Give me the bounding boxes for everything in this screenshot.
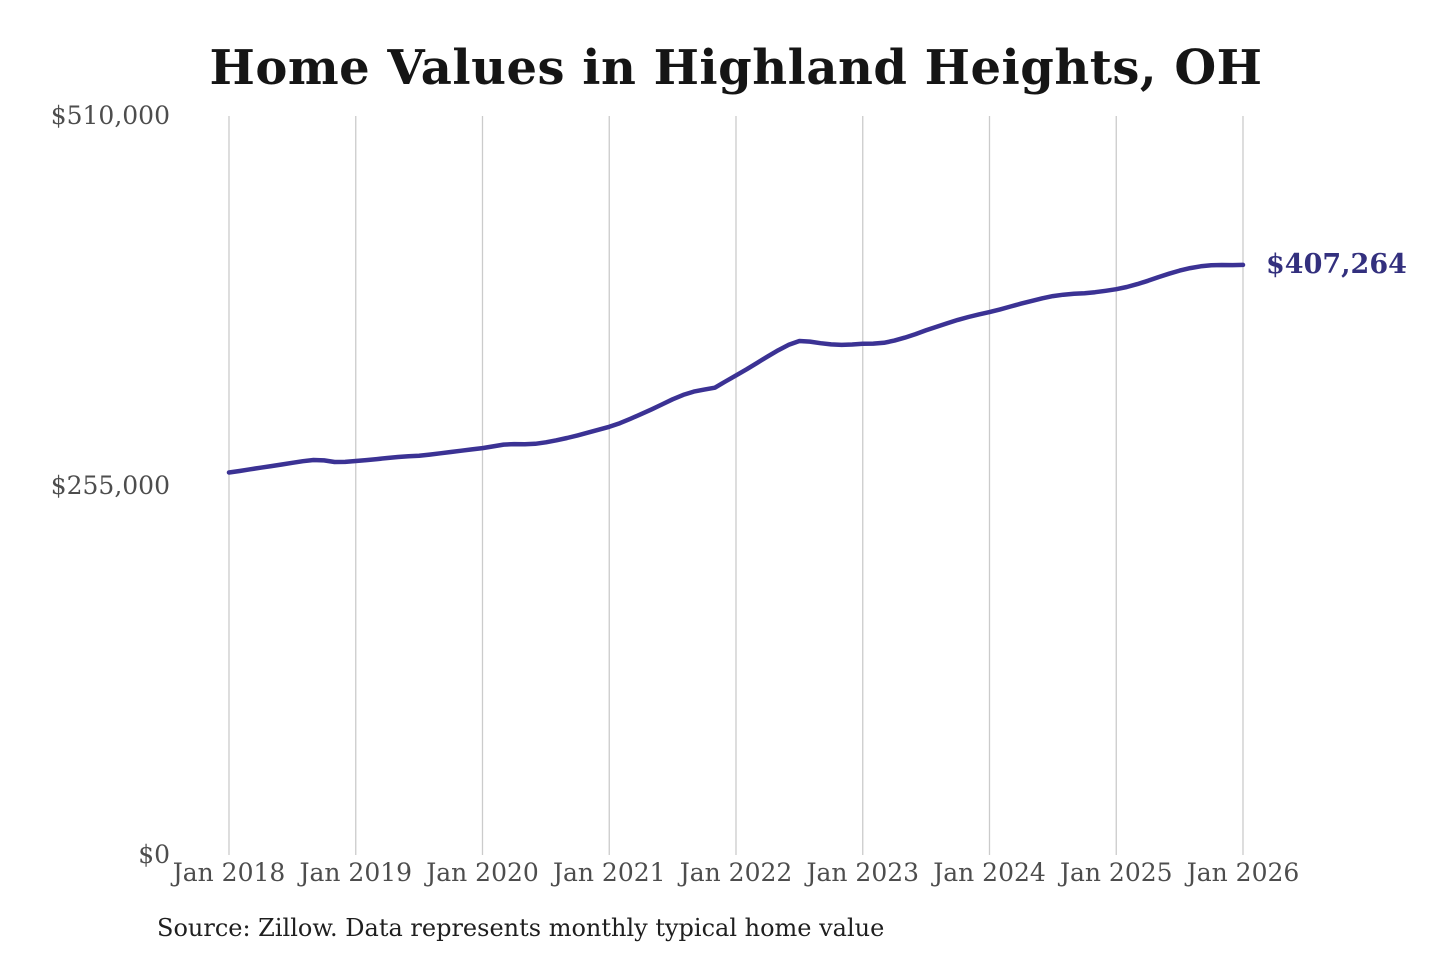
final-value-label: $407,264 <box>1266 248 1407 280</box>
x-tick-label-jan-2018: Jan 2018 <box>172 858 286 887</box>
home-value-line <box>226 262 1246 475</box>
x-tick-label-jan-2019: Jan 2019 <box>299 858 413 887</box>
y-tick-label-0: $0 <box>138 840 170 869</box>
chart-title: Home Values in Highland Heights, OH <box>209 40 1263 96</box>
x-tick-label-jan-2021: Jan 2021 <box>552 858 666 887</box>
x-tick-label-jan-2024: Jan 2024 <box>933 858 1046 887</box>
source-note: Source: Zillow. Data represents monthly … <box>157 914 885 942</box>
x-tick-label-jan-2026: Jan 2026 <box>1186 858 1300 887</box>
x-tick-label-jan-2025: Jan 2025 <box>1059 858 1173 887</box>
x-tick-label-jan-2022: Jan 2022 <box>679 858 793 887</box>
x-tick-label-jan-2020: Jan 2020 <box>426 858 539 887</box>
x-tick-label-jan-2023: Jan 2023 <box>806 858 920 887</box>
y-tick-label-255000: $255,000 <box>50 470 170 500</box>
gridlines <box>228 116 1244 855</box>
y-tick-label-510000: $510,000 <box>50 101 170 130</box>
